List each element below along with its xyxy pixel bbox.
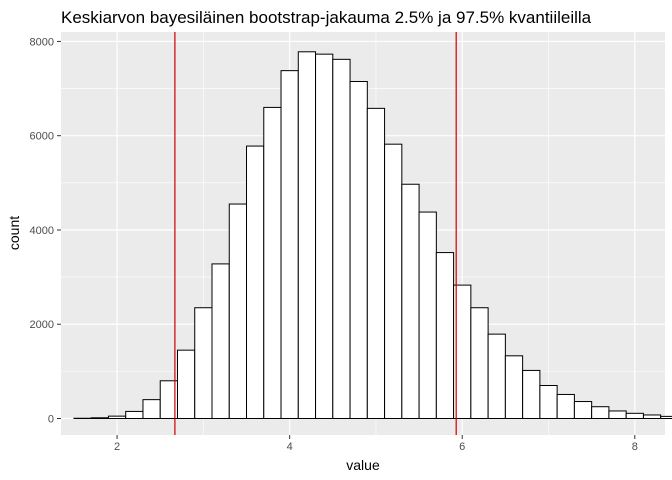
histogram-bar: [349, 80, 368, 420]
histogram-bar: [107, 415, 127, 420]
x-tick-label: 6: [459, 441, 465, 453]
quantile-lines: [174, 32, 457, 435]
chart-title: Keskiarvon bayesiläinen bootstrap-jakaum…: [61, 8, 592, 27]
histogram-bar: [539, 385, 558, 420]
y-tick-label: 6000: [30, 131, 54, 143]
histogram-bar: [660, 415, 672, 420]
x-axis-title: value: [346, 457, 380, 473]
x-tick-label: 4: [287, 441, 293, 453]
histogram-bar: [211, 263, 230, 420]
histogram-bar: [366, 107, 386, 420]
x-tick-label: 2: [114, 441, 120, 453]
histogram-bar: [642, 414, 662, 420]
histogram-bar: [384, 143, 403, 420]
histogram-bar: [246, 145, 265, 420]
histogram-bar: [573, 401, 593, 420]
y-tick-label: 8000: [30, 36, 54, 48]
histogram-bar: [263, 106, 282, 420]
histogram-bar: [280, 70, 299, 420]
y-axis-title: count: [6, 216, 22, 250]
histogram-bars: [73, 51, 672, 420]
histogram-bar: [176, 349, 196, 420]
histogram-bar: [522, 369, 541, 420]
y-tick-label: 2000: [30, 319, 54, 331]
histogram-bar: [504, 355, 524, 420]
histogram-bar: [297, 51, 317, 420]
histogram-bar: [435, 252, 455, 420]
histogram-bar: [470, 307, 489, 420]
y-tick-label: 4000: [30, 225, 54, 237]
histogram-bar: [418, 211, 437, 420]
histogram-bar: [125, 410, 144, 420]
histogram-bar: [228, 203, 248, 420]
histogram-bar: [625, 412, 644, 420]
histogram-bar: [608, 410, 627, 420]
y-tick-label: 0: [48, 414, 54, 426]
histogram-bar: [194, 307, 213, 420]
histogram-bar: [556, 393, 575, 420]
x-axis-ticks: 2 4 6 8: [114, 435, 638, 453]
histogram-bar: [591, 406, 610, 420]
histogram-bar: [332, 58, 351, 420]
histogram-bar: [487, 333, 506, 420]
histogram-bar: [401, 183, 420, 420]
x-tick-label: 8: [632, 441, 638, 453]
histogram-bar: [315, 53, 334, 420]
histogram-bar: [142, 399, 161, 420]
histogram-bar: [90, 417, 109, 420]
y-axis-ticks: 0 2000 4000 6000 8000: [30, 36, 61, 426]
